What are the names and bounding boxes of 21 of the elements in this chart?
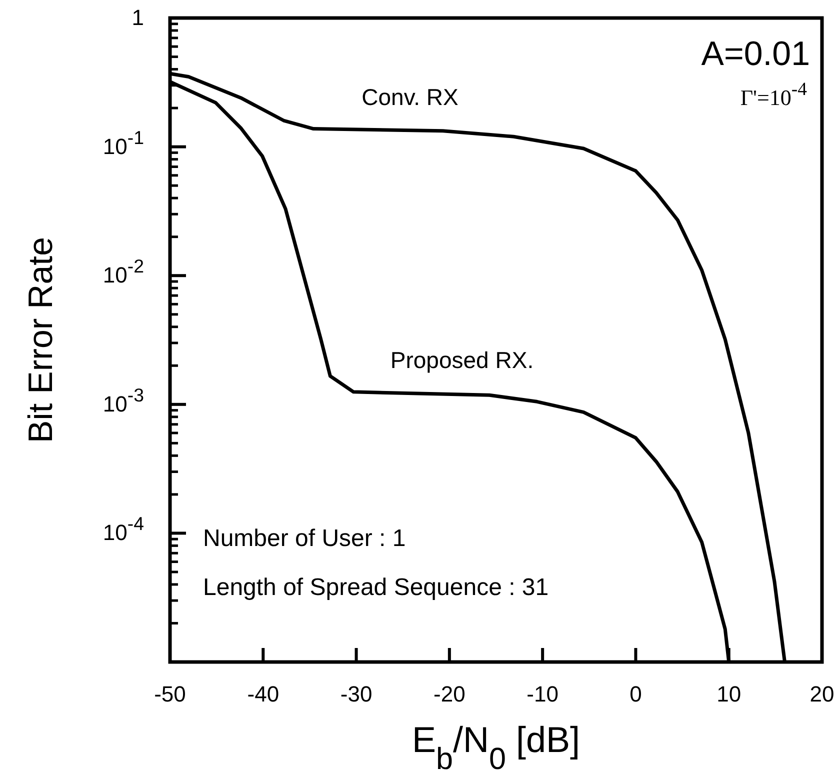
y-tick-label: 10$^{-2}$ xyxy=(102,255,144,288)
x-tick-label: -20 xyxy=(434,682,466,707)
annotation: Γ'=10$^{-4}$ xyxy=(740,78,808,110)
y-tick-label: 1 xyxy=(132,5,144,30)
x-tick-label: -50 xyxy=(154,682,186,707)
y-tick-label: 10$^{-4}$ xyxy=(102,512,144,546)
y-tick-label: 10$^{-1}$ xyxy=(102,126,144,159)
x-tick-label: -40 xyxy=(247,682,280,707)
y-tick-label: 10$^{-3}$ xyxy=(102,384,144,416)
x-tick-label: 0 xyxy=(630,682,642,707)
x-axis-title: E$_{b}$/N$_{0}$ [dB] xyxy=(412,719,580,776)
series-label: Proposed RX. xyxy=(390,347,534,373)
annotation: A=0.01 xyxy=(701,35,810,73)
x-tick-label: 10 xyxy=(716,682,742,707)
annotation: Length of Spread Sequence : 31 xyxy=(203,574,549,601)
annotation: Number of User : 1 xyxy=(203,525,406,552)
series-label: Conv. RX xyxy=(362,84,458,110)
x-tick-label: -30 xyxy=(340,682,372,707)
x-tick-label: 20 xyxy=(810,682,834,707)
x-tick-label: -10 xyxy=(526,682,558,707)
y-axis-title: Bit Error Rate xyxy=(22,237,60,443)
